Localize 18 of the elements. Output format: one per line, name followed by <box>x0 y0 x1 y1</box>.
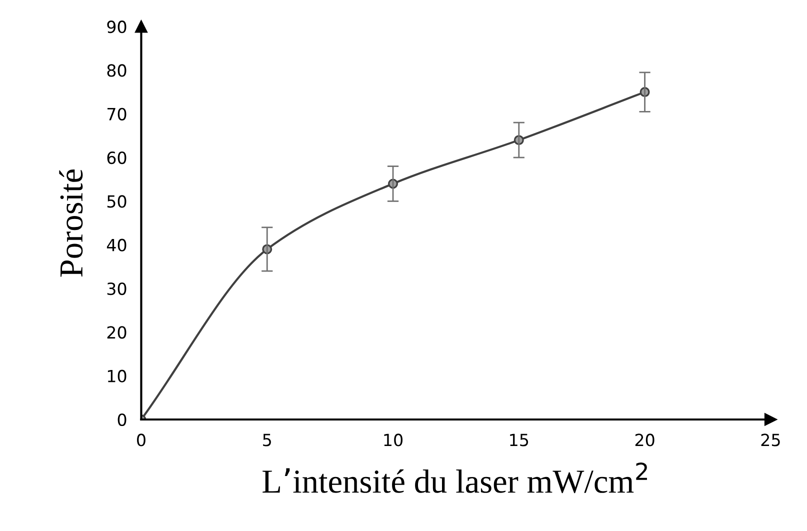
x-tick-label: 25 <box>761 434 780 446</box>
y-tick-label: 60 <box>107 151 126 164</box>
y-axis-title: Porosité <box>59 170 83 277</box>
y-tick-label: 20 <box>107 326 126 339</box>
x-tick-label: 15 <box>510 434 528 446</box>
y-tick-label: 50 <box>107 195 126 208</box>
x-tick-label: 10 <box>384 434 403 446</box>
x-tick-label: 5 <box>263 434 271 446</box>
y-tick-label: 30 <box>107 282 126 296</box>
y-tick-label: 80 <box>107 64 126 77</box>
x-tick-label: 20 <box>635 434 654 446</box>
y-tick-label: 0 <box>118 413 126 426</box>
x-tick-label: 0 <box>137 434 146 446</box>
y-tick-label: 90 <box>107 20 126 34</box>
y-tick-label: 10 <box>108 370 126 382</box>
y-tick-label: 70 <box>107 108 126 120</box>
x-axis-title: L’intensité du laser mW/cm$^{2}$ <box>262 462 647 494</box>
y-tick-label: 40 <box>106 238 126 252</box>
